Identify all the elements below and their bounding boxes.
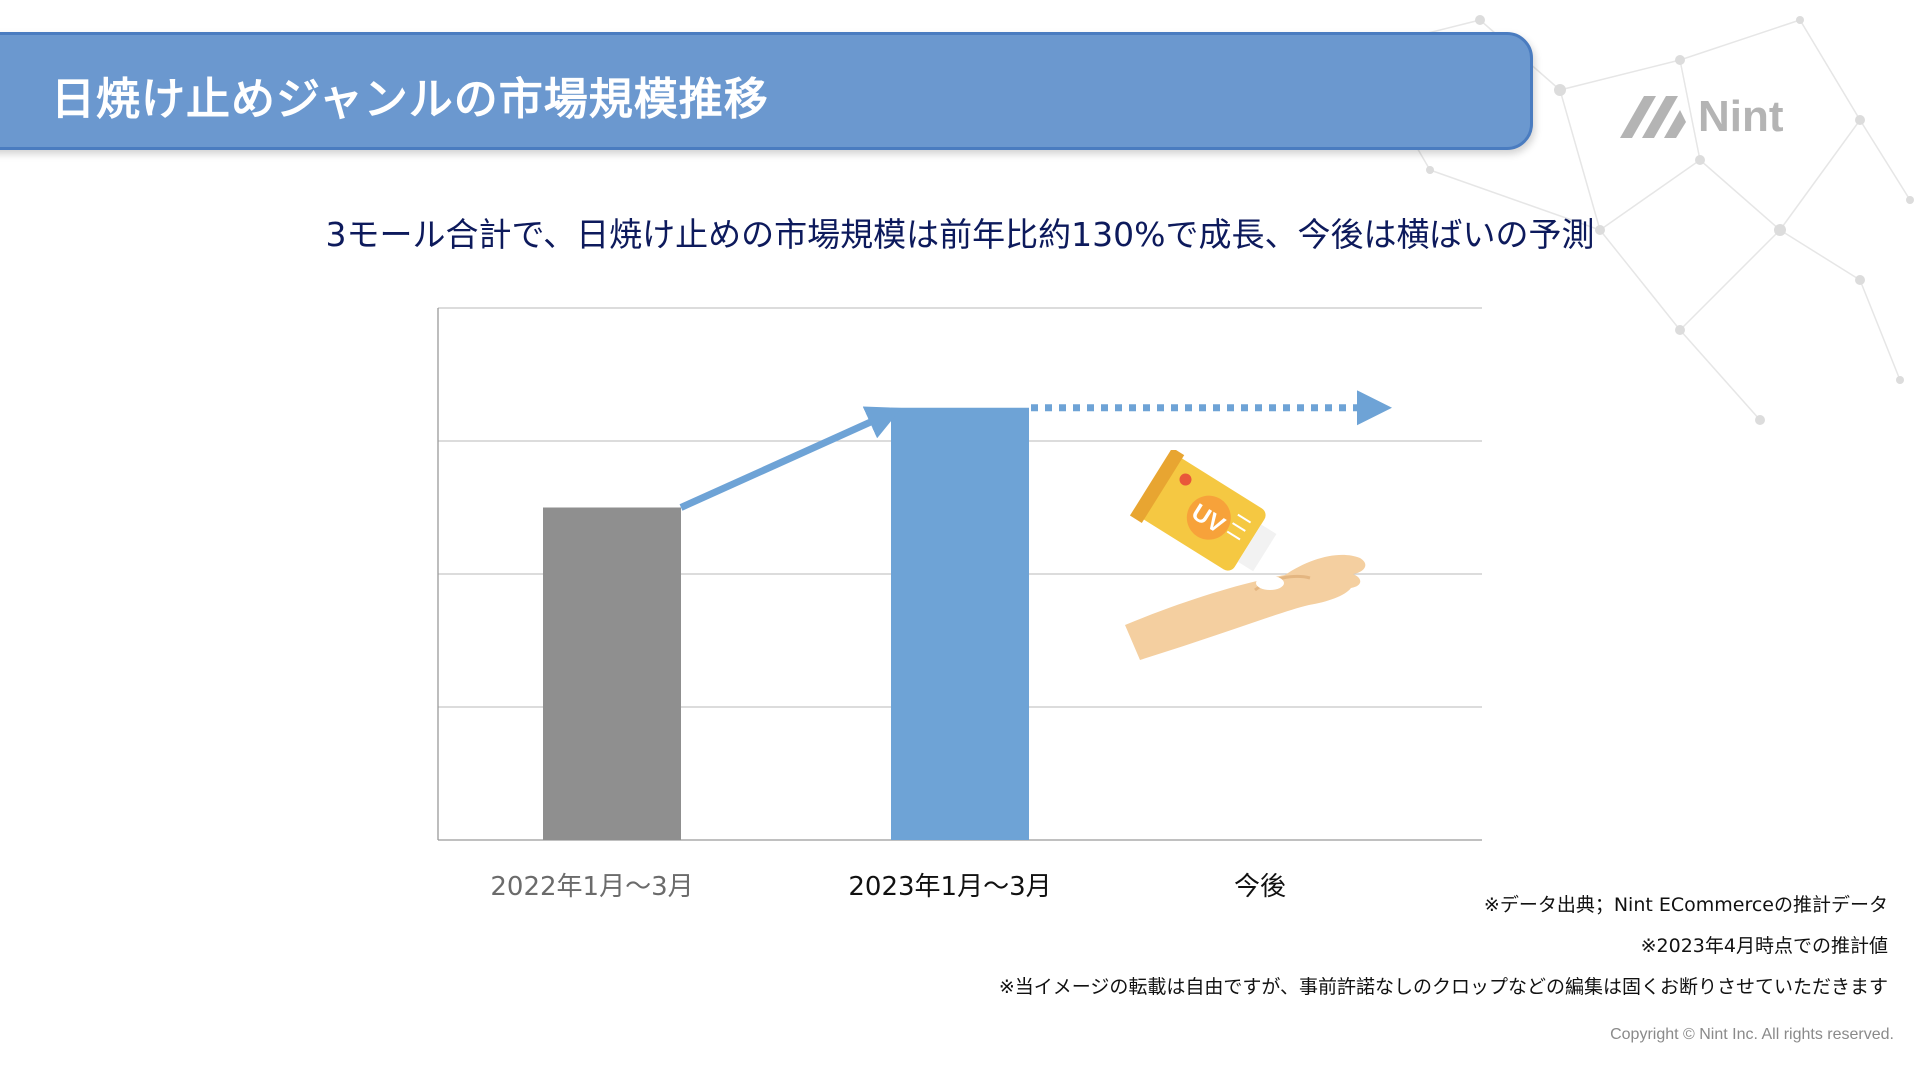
date-note: ※2023年4月時点での推計値 [1640,935,1888,957]
copyright: Copyright © Nint Inc. All rights reserve… [1610,1026,1894,1043]
x-tick-label: 今後 [1233,872,1286,902]
title-bar: 日焼け止めジャンルの市場規模推移 [0,32,1533,150]
x-tick-label: 2023年1月〜3月 [848,872,1052,902]
growth-arrow [679,406,902,511]
chart-subtitle: 3モール合計で、日焼け止めの市場規模は前年比約130%で成長、今後は横ばいの予測 [325,215,1595,254]
logo-text: Nint [1698,92,1784,141]
bar-1 [891,407,1029,840]
x-tick-label: 2022年1月〜3月 [490,872,694,902]
nint-logo-icon [1620,96,1686,138]
nint-logo: Nint [1618,92,1784,142]
sunscreen-tube-and-hand-icon: UV [1125,450,1366,660]
source-note: ※データ出典；Nint ECommerceの推計データ [1483,894,1888,916]
page-title: 日焼け止めジャンルの市場規模推移 [51,74,769,125]
bar-0 [543,507,681,840]
reuse-note: ※当イメージの転載は自由ですが、事前許諾なしのクロップなどの編集は固くお断りさせ… [998,976,1888,998]
